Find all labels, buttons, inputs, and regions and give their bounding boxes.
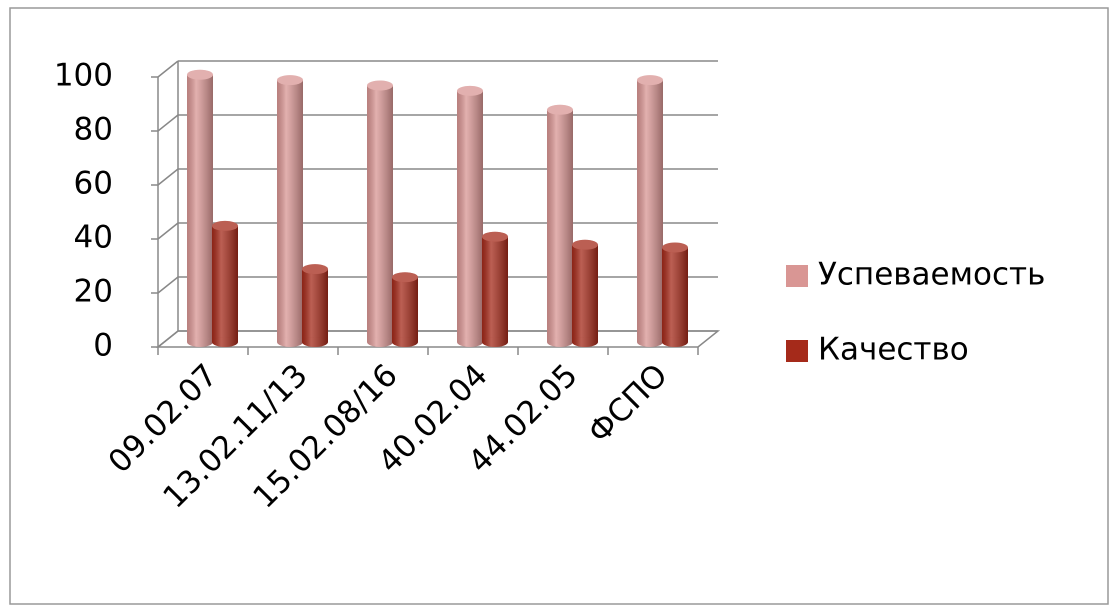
legend-label: Качество <box>818 332 969 368</box>
bar-top <box>302 264 328 275</box>
bar-base-shade <box>482 337 508 347</box>
bar-base-shade <box>367 337 393 347</box>
bar-top <box>572 239 598 250</box>
bar-top <box>212 220 238 231</box>
y-tick-label: 80 <box>74 112 113 148</box>
legend-swatch <box>786 265 808 287</box>
grid-line-side <box>157 114 179 132</box>
bar-shade <box>367 85 393 342</box>
bar-top <box>187 69 213 80</box>
bar-top <box>457 85 483 96</box>
bar-shade <box>277 80 303 342</box>
bar-shade <box>457 90 483 343</box>
bar-group <box>482 231 508 347</box>
bar-top <box>277 75 303 86</box>
bar-base-shade <box>547 337 573 347</box>
bar-base-shade <box>302 337 328 347</box>
bar-top-shine <box>367 80 393 91</box>
bar-shade <box>547 109 573 342</box>
bar-base-shade <box>392 337 418 347</box>
bar-shade <box>637 80 663 342</box>
grid-line-side <box>157 276 179 294</box>
bar-shade <box>482 236 508 342</box>
grid-line-side <box>157 168 179 186</box>
bar-top-shine <box>277 75 303 86</box>
bar-base-shade <box>662 337 688 347</box>
bar-top <box>547 104 573 115</box>
bar-group <box>277 75 303 347</box>
bar-top <box>367 80 393 91</box>
bar-top <box>482 231 508 242</box>
bar-group <box>662 242 688 347</box>
bar-top-shine <box>392 272 418 283</box>
y-tick-label: 40 <box>74 220 113 256</box>
bar-top-shine <box>637 75 663 86</box>
bar-shade <box>662 247 688 342</box>
bar-group <box>302 264 328 347</box>
bar-base-shade <box>187 337 213 347</box>
bar-top-shine <box>572 239 598 250</box>
bar-shade <box>212 225 238 342</box>
bar-base-shade <box>637 337 663 347</box>
legend-label: Успеваемость <box>818 257 1045 293</box>
bar-base-shade <box>572 337 598 347</box>
bar-top <box>637 75 663 86</box>
y-tick-label: 0 <box>93 328 113 364</box>
bar-top-shine <box>662 242 688 253</box>
bar-top-shine <box>187 69 213 80</box>
bar-group <box>392 272 418 347</box>
bar-group <box>457 85 483 347</box>
bar-shade <box>392 277 418 342</box>
bar-top-shine <box>302 264 328 275</box>
bar-group <box>572 239 598 347</box>
bar-group <box>367 80 393 347</box>
bar-shade <box>302 269 328 342</box>
bar-base-shade <box>457 337 483 347</box>
grid-line-side <box>157 222 179 240</box>
bar-group <box>212 220 238 347</box>
bar-top-shine <box>482 231 508 242</box>
bar-group <box>547 104 573 347</box>
bar-shade <box>572 244 598 342</box>
bar-top <box>392 272 418 283</box>
bar-base-shade <box>277 337 303 347</box>
bar-top <box>662 242 688 253</box>
bar-base-shade <box>212 337 238 347</box>
grid-line-side <box>157 60 179 78</box>
bar-top-shine <box>547 104 573 115</box>
bar-group <box>637 75 663 347</box>
bar-top-shine <box>457 85 483 96</box>
y-tick-label: 60 <box>74 166 113 202</box>
grid-line-side <box>157 330 179 348</box>
bar-shade <box>187 74 213 342</box>
y-tick-label: 100 <box>54 58 113 94</box>
legend-swatch <box>786 340 808 362</box>
y-tick-label: 20 <box>74 274 113 310</box>
bar-group <box>187 69 213 347</box>
bar-top-shine <box>212 220 238 231</box>
